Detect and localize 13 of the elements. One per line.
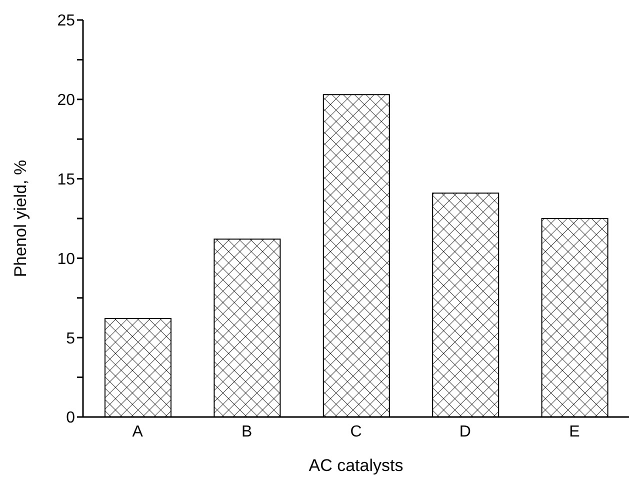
x-tick-label: B bbox=[241, 423, 252, 440]
y-axis-title: Phenol yield, % bbox=[11, 160, 30, 278]
y-tick-label: 20 bbox=[57, 92, 76, 110]
x-tick-label: D bbox=[459, 423, 471, 440]
x-tick-label: A bbox=[132, 423, 144, 440]
y-tick-label: 15 bbox=[57, 171, 76, 188]
x-tick-label: E bbox=[569, 423, 580, 440]
y-tick-label: 10 bbox=[57, 250, 76, 268]
y-tick-label: 5 bbox=[66, 330, 76, 348]
y-tick-label: 25 bbox=[57, 12, 76, 30]
x-axis-title: AC catalysts bbox=[308, 456, 404, 475]
y-tick-label: 0 bbox=[66, 410, 76, 427]
x-tick-label: C bbox=[350, 423, 362, 440]
